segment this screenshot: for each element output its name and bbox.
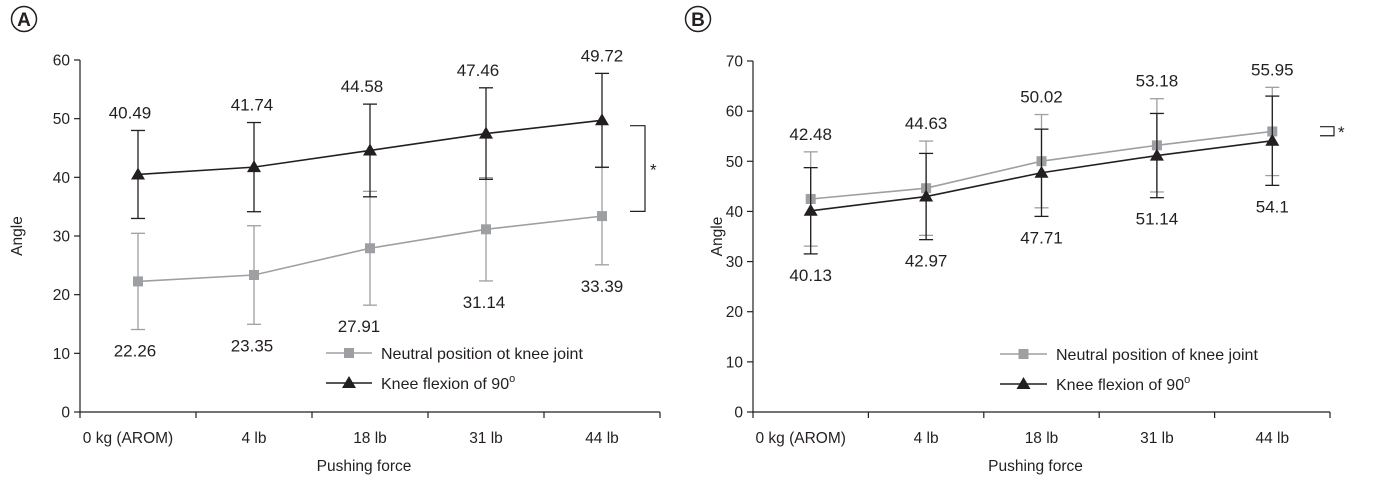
- data-label: 47.46: [457, 61, 500, 80]
- x-tick-label: 18 lb: [353, 430, 387, 447]
- data-point-triangle: [479, 126, 493, 139]
- data-point-square: [249, 270, 259, 281]
- x-tick-label: 31 lb: [469, 430, 503, 447]
- x-tick-label: 44 lb: [1255, 430, 1289, 447]
- legend-label-text: Neutral position of knee joint: [1056, 347, 1258, 364]
- significance-marker: *: [1338, 123, 1345, 142]
- significance-marker: *: [650, 161, 657, 180]
- y-tick-label: 50: [53, 111, 71, 128]
- legend: Neutral position of knee joint Knee flexi…: [1000, 347, 1258, 394]
- y-tick-label: 40: [726, 204, 744, 221]
- data-point-triangle: [1265, 133, 1280, 146]
- x-tick-label: 4 lb: [914, 430, 939, 447]
- y-tick-label: 30: [726, 254, 744, 271]
- y-tick-label: 20: [726, 304, 744, 321]
- y-tick-label: 10: [726, 354, 744, 371]
- legend-label: Neutral position ot knee joint: [381, 346, 583, 363]
- panel-label-circle: [684, 5, 712, 33]
- y-tick-label: 10: [53, 346, 71, 363]
- y-tick-label: 60: [726, 104, 744, 121]
- panel-label: A: [17, 10, 31, 31]
- data-point-square: [133, 276, 143, 287]
- data-label: 49.72: [581, 46, 624, 65]
- data-point-triangle: [1034, 165, 1049, 178]
- data-point-triangle: [595, 113, 609, 126]
- data-point-square: [481, 224, 491, 235]
- panel-label-circle: [10, 5, 38, 33]
- series-flexion: [131, 72, 609, 220]
- data-label: 40.13: [789, 266, 832, 285]
- data-point-triangle: [131, 167, 145, 180]
- legend-label-superscript: o: [509, 373, 515, 385]
- panel-label: B: [691, 10, 705, 31]
- data-label: 40.49: [109, 103, 152, 122]
- data-point-square: [365, 243, 375, 254]
- x-tick-label: 18 lb: [1025, 430, 1059, 447]
- data-point-square: [597, 211, 607, 222]
- significance-bracket: [1320, 126, 1335, 137]
- x-tick-label: 31 lb: [1140, 430, 1174, 447]
- series-flexion: [803, 95, 1280, 255]
- x-tick-label: 0 kg (AROM): [83, 430, 173, 447]
- chart-panel-a: A 0 10 20 30 40 50 60 0 kg (AROM) 4 lb 18 lb 31 lb 4…: [9, 5, 661, 475]
- legend-label-text: Neutral position ot knee joint: [381, 346, 583, 363]
- y-tick-label: 40: [53, 170, 71, 187]
- x-tick-label: 0 kg (AROM): [755, 430, 845, 447]
- legend-marker-triangle: [1016, 377, 1031, 389]
- data-label: 50.02: [1020, 88, 1063, 107]
- x-tick-label: 4 lb: [242, 430, 267, 447]
- legend: Neutral position ot knee joint Knee flexi…: [326, 346, 583, 393]
- x-axis-title: Pushing force: [988, 458, 1083, 475]
- legend-label: Knee flexion of 90o: [1056, 374, 1190, 394]
- data-point-triangle: [363, 143, 377, 156]
- y-tick-label: 70: [726, 54, 744, 71]
- legend-label: Knee flexion of 90o: [381, 373, 515, 393]
- data-label: 22.26: [114, 342, 157, 361]
- data-point-triangle: [247, 160, 261, 173]
- data-label: 33.39: [581, 277, 624, 296]
- y-tick-label: 0: [61, 405, 70, 422]
- data-label: 53.18: [1136, 72, 1179, 91]
- y-tick-label: 50: [726, 154, 744, 171]
- significance-bracket: [630, 125, 646, 212]
- data-point-triangle: [803, 203, 818, 216]
- series-neutral: [131, 166, 609, 331]
- data-label: 41.74: [231, 96, 274, 115]
- y-tick-label: 0: [734, 405, 743, 422]
- y-axis-title: Angle: [9, 216, 26, 256]
- data-label: 42.97: [905, 252, 948, 271]
- y-tick-label: 30: [53, 229, 71, 246]
- legend-label: Neutral position of knee joint: [1056, 347, 1258, 364]
- legend-label-superscript: o: [1184, 374, 1190, 386]
- legend-marker-square: [1018, 349, 1029, 359]
- data-label: 31.14: [463, 293, 506, 312]
- data-label: 47.71: [1020, 228, 1063, 247]
- y-tick-label: 60: [53, 53, 71, 70]
- y-tick-label: 20: [53, 287, 71, 304]
- data-label: 51.14: [1136, 210, 1179, 229]
- y-axis-title: Angle: [709, 217, 726, 257]
- legend-label-text: Knee flexion of 90: [381, 376, 509, 393]
- x-tick-label: 44 lb: [585, 430, 619, 447]
- data-point-triangle: [1149, 148, 1164, 161]
- legend-marker-square: [344, 348, 354, 358]
- chart-panel-b: B 0 10 20 30 40 50 60 70 0 kg (AROM) 4 lb 18 lb 31 l…: [684, 5, 1345, 475]
- data-label: 27.91: [338, 317, 381, 336]
- x-axis-title: Pushing force: [317, 458, 412, 475]
- data-label: 44.63: [905, 114, 948, 133]
- data-label: 23.35: [231, 336, 274, 355]
- data-label: 55.95: [1251, 60, 1294, 79]
- legend-label-text: Knee flexion of 90: [1056, 377, 1184, 394]
- data-label: 42.48: [789, 125, 832, 144]
- legend-marker-triangle: [342, 376, 356, 388]
- data-label: 54.1: [1256, 197, 1289, 216]
- data-label: 44.58: [341, 77, 384, 96]
- data-point-triangle: [919, 189, 934, 202]
